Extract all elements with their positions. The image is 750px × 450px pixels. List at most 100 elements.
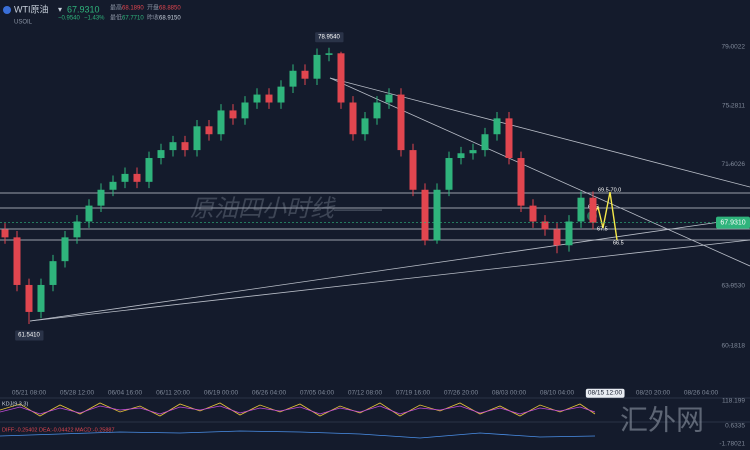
target-label: 66.5 <box>613 240 624 246</box>
watermark-text: 原油四小时线—— <box>190 195 383 222</box>
candle-body <box>505 118 513 159</box>
candle-body <box>565 221 573 246</box>
current-price-label: 67.9310 <box>720 219 745 226</box>
candle-body <box>289 70 297 87</box>
candle-body <box>109 181 117 190</box>
x-cursor-label <box>585 388 625 398</box>
candle-body <box>385 94 393 103</box>
high: 68.1890 <box>122 6 144 12</box>
indicator-line <box>0 430 596 439</box>
macd-label: DIFF:-0.25402 DEA:-0.04422 MACD:-0.25887 <box>2 427 115 433</box>
candle-body <box>397 94 405 151</box>
candle-body <box>541 221 549 230</box>
candle-body <box>13 237 21 285</box>
x-tick-label: 08/20 20:00 <box>636 390 671 397</box>
symbol-code: USOIL <box>14 20 33 26</box>
x-tick-label: 07/05 04:00 <box>300 390 335 397</box>
change-pct: −1.43% <box>84 16 105 22</box>
candle-body <box>97 189 105 206</box>
x-tick-label: 08/03 00:00 <box>492 390 527 397</box>
candle-body <box>253 94 261 103</box>
current-price-box <box>716 216 750 229</box>
indicator-line <box>0 405 596 415</box>
open: 68.8850 <box>159 6 181 12</box>
x-tick-label: 08/26 04:00 <box>684 390 719 397</box>
candle-body <box>553 229 561 246</box>
x-tick-label: 07/19 16:00 <box>396 390 431 397</box>
x-tick-label: 08/15 12:00 <box>588 390 623 397</box>
candle-body <box>1 229 9 238</box>
candle-body <box>517 158 525 206</box>
candle-body <box>481 134 489 151</box>
change: −0.9540 <box>58 16 81 22</box>
candle-body <box>409 150 417 190</box>
candle-body <box>589 197 597 223</box>
target-label: 67.5 <box>597 226 608 232</box>
candle-body <box>361 118 369 135</box>
indicator-line <box>0 402 596 417</box>
indicator-axis-label: 118.199 <box>722 398 745 405</box>
x-tick-label: 07/26 20:00 <box>444 390 479 397</box>
low: 67.7710 <box>122 16 144 22</box>
x-tick-label: 06/26 04:00 <box>252 390 287 397</box>
high-label: 最高 <box>110 4 122 12</box>
prev-label: 昨收 <box>147 14 159 22</box>
candle-body <box>373 102 381 119</box>
annotation-box <box>315 32 344 43</box>
site-watermark: 汇外网 <box>620 404 704 435</box>
prev-close: 68.9150 <box>159 16 181 22</box>
candle-body <box>433 189 441 241</box>
candle-body <box>205 126 213 135</box>
candle-body <box>169 142 177 151</box>
candle-body <box>121 173 129 182</box>
candle-body <box>277 86 285 103</box>
candle-body <box>37 284 45 312</box>
trend-line <box>329 77 750 267</box>
low-label: 最低 <box>110 14 122 22</box>
trend-line <box>29 221 721 322</box>
kdj-label: KDJ(9,3,3) <box>2 401 28 407</box>
x-tick-label: 08/10 04:00 <box>540 390 575 397</box>
candle-body <box>49 261 57 285</box>
candle-body <box>337 53 345 103</box>
candle-body <box>145 158 153 182</box>
candle-body <box>61 237 69 262</box>
indicator-axis-label: 0.6335 <box>725 423 745 430</box>
candle-body <box>85 205 93 222</box>
candle-body <box>265 94 273 103</box>
candle-body <box>349 102 357 135</box>
candle-body <box>445 158 453 190</box>
target-label: 69.5-70.0 <box>598 187 621 193</box>
y-tick-label: 63.9530 <box>722 282 746 289</box>
y-tick-label: 75.2811 <box>722 103 745 110</box>
candle-body <box>325 53 333 55</box>
price-annotation: 78.9540 <box>318 34 340 40</box>
trend-line <box>329 77 750 188</box>
x-tick-label: 06/04 16:00 <box>108 390 143 397</box>
x-tick-label: 06/19 00:00 <box>204 390 239 397</box>
candle-body <box>193 126 201 151</box>
trend-line <box>29 239 750 322</box>
candle-body <box>181 142 189 151</box>
candle-body <box>301 70 309 79</box>
candle-body <box>241 102 249 119</box>
candle-body <box>73 221 81 238</box>
symbol-dropdown[interactable]: ▾ <box>58 5 62 14</box>
candle-body <box>217 110 225 135</box>
candle-body <box>421 189 429 241</box>
candle-body <box>313 54 321 79</box>
open-label: 开盘 <box>147 4 159 12</box>
candle-body <box>529 205 537 222</box>
candle-body <box>133 173 141 182</box>
symbol[interactable]: WTI原油 <box>14 3 49 14</box>
candle-body <box>229 110 237 119</box>
symbol-icon <box>3 6 11 14</box>
candle-body <box>457 153 465 159</box>
price: 67.9310 <box>67 4 100 14</box>
candle-body <box>469 150 477 154</box>
x-tick-label: 05/28 12:00 <box>60 390 95 397</box>
price-annotation: 61.5410 <box>18 333 40 339</box>
candle-body <box>157 150 165 159</box>
